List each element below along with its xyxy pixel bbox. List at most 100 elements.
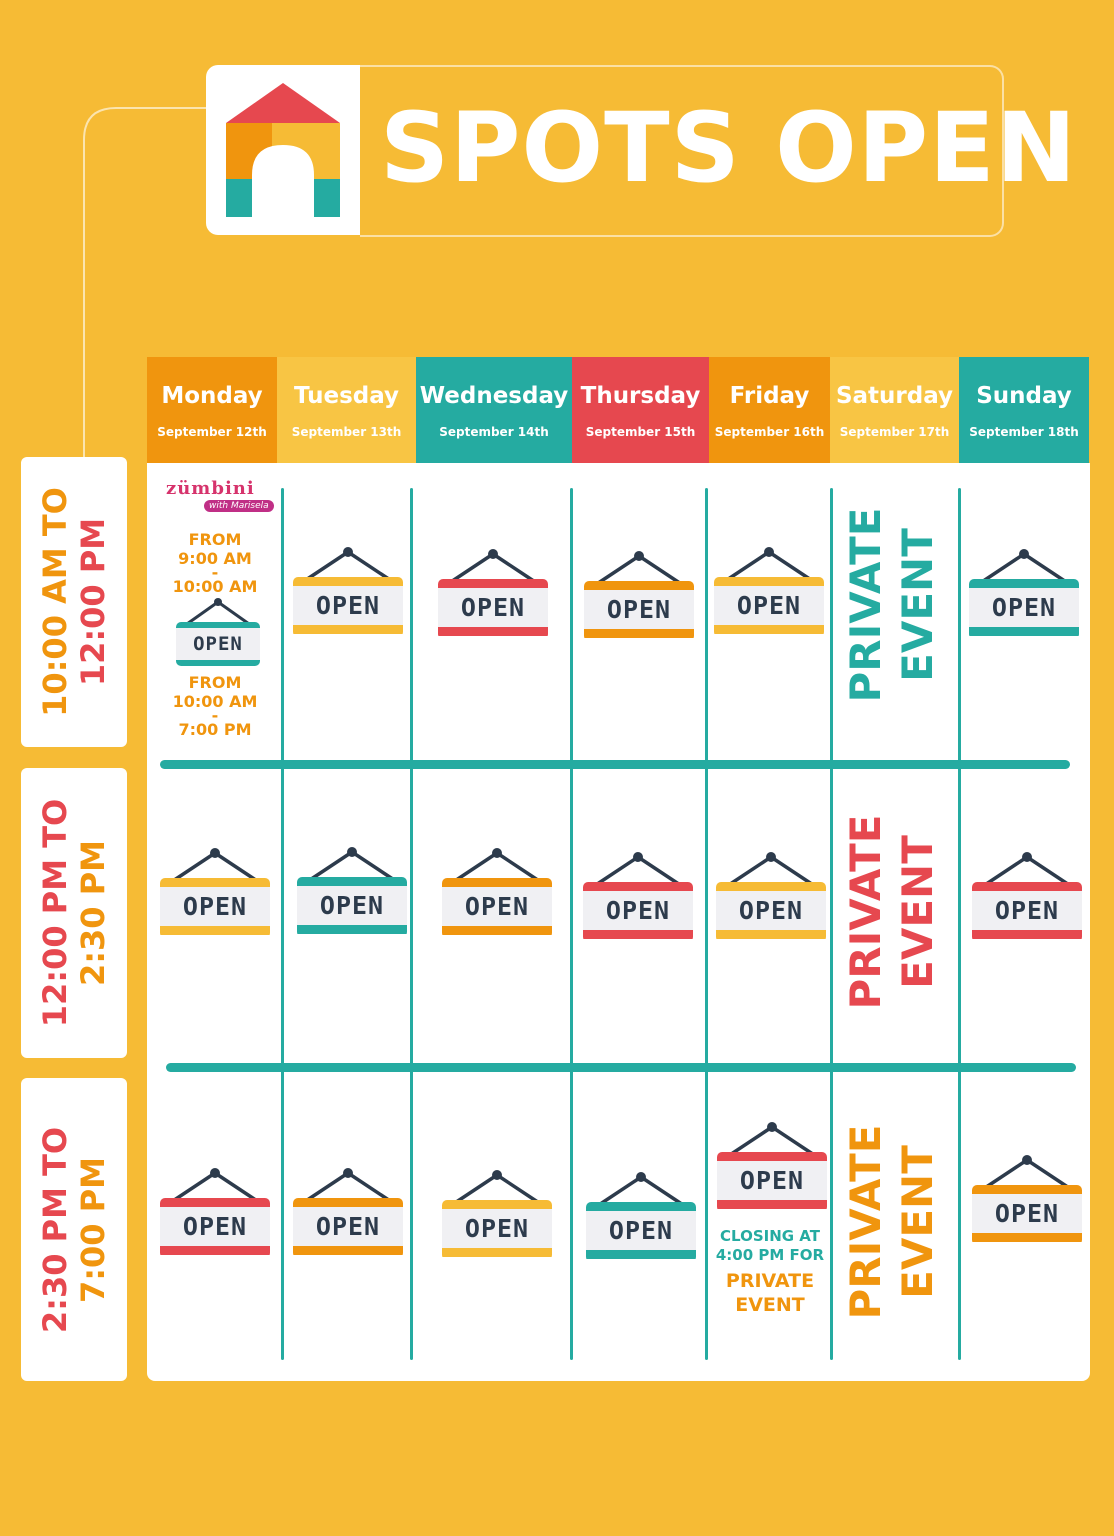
open-sign: OPEN: [969, 549, 1079, 645]
sign-hanger-icon: [172, 848, 258, 882]
sign-label: OPEN: [969, 588, 1079, 627]
monday-open-from: FROM: [188, 673, 242, 692]
day-header-monday: Monday September 12th: [147, 357, 277, 463]
house-logo: [206, 65, 360, 235]
monday-class-end: 10:00 AM: [172, 577, 258, 596]
open-sign: OPEN: [160, 1168, 270, 1264]
column-divider: [570, 488, 573, 1360]
monday-open-dash: -: [211, 706, 219, 725]
sign-hanger-icon: [981, 549, 1067, 583]
friday-closing-note: CLOSING AT 4:00 PM FOR PRIVATE EVENT: [704, 1227, 836, 1317]
sign-hanger-icon: [729, 1122, 815, 1156]
open-sign: OPEN: [714, 547, 824, 643]
saturday-private-event-2: PRIVATE EVENT: [841, 814, 942, 1010]
monday-open-end: 7:00 PM: [178, 720, 252, 739]
day-header-wednesday: Wednesday September 14th: [416, 357, 572, 463]
monday-class-time: FROM 9:00 AM - 10:00 AM: [150, 530, 280, 596]
open-sign: OPEN: [972, 1155, 1082, 1251]
zumbini-logo: zümbini with Marisela: [160, 478, 280, 524]
time-slot-2: 12:00 PM TO 2:30 PM: [21, 768, 127, 1058]
open-sign: OPEN: [717, 1122, 827, 1218]
sign-label: OPEN: [160, 887, 270, 926]
page-title: SPOTS OPEN: [380, 92, 1078, 204]
day-date: September 18th: [969, 425, 1079, 439]
sign-hanger-icon: [984, 852, 1070, 886]
monday-class-start: 9:00 AM: [178, 549, 252, 568]
day-name: Friday: [729, 383, 810, 409]
day-name: Sunday: [976, 383, 1072, 409]
sign-label: OPEN: [714, 586, 824, 625]
column-divider: [410, 488, 413, 1360]
sign-label: OPEN: [584, 590, 694, 629]
day-header-thursday: Thursday September 15th: [572, 357, 709, 463]
open-sign: OPEN: [584, 551, 694, 647]
time-slot-3: 2:30 PM TO 7:00 PM: [21, 1078, 127, 1381]
sign-label: OPEN: [293, 586, 403, 625]
sign-label: OPEN: [160, 1207, 270, 1246]
zumbini-tagline: with Marisela: [204, 500, 274, 512]
time-slot-2-end: 2:30 PM: [74, 839, 112, 987]
day-header-sunday: Sunday September 18th: [959, 357, 1089, 463]
day-date: September 17th: [839, 425, 950, 439]
sign-label: OPEN: [583, 891, 693, 930]
closing-note-line4: EVENT: [735, 1294, 805, 1316]
open-sign: OPEN: [972, 852, 1082, 948]
closing-note-line1: CLOSING AT: [720, 1227, 820, 1245]
monday-class-dash: -: [211, 563, 219, 582]
open-sign: OPEN: [442, 848, 552, 944]
sign-label: OPEN: [438, 588, 548, 627]
sign-label: OPEN: [442, 887, 552, 926]
sign-hanger-icon: [728, 852, 814, 886]
open-sign: OPEN: [293, 1168, 403, 1264]
sign-label: OPEN: [716, 891, 826, 930]
sign-label: OPEN: [293, 1207, 403, 1246]
open-sign: OPEN: [438, 549, 548, 645]
saturday-private-event-3: PRIVATE EVENT: [841, 1124, 942, 1320]
column-divider: [705, 488, 708, 1360]
sign-label: OPEN: [586, 1211, 696, 1250]
time-slot-1-end: 12:00 PM: [74, 517, 112, 687]
sign-label: OPEN: [442, 1209, 552, 1248]
sign-hanger-icon: [596, 551, 682, 585]
open-sign: OPEN: [160, 848, 270, 944]
time-slot-3-end: 7:00 PM: [74, 1156, 112, 1303]
monday-open-time: FROM 10:00 AM - 7:00 PM: [150, 673, 280, 739]
sign-hanger-icon: [185, 598, 251, 626]
open-sign: OPEN: [297, 847, 407, 943]
open-sign: OPEN: [293, 547, 403, 643]
day-header-tuesday: Tuesday September 13th: [277, 357, 416, 463]
open-sign: OPEN: [583, 852, 693, 948]
column-divider: [281, 488, 284, 1360]
day-date: September 12th: [157, 425, 267, 439]
monday-open-start: 10:00 AM: [172, 692, 258, 711]
day-header-saturday: Saturday September 17th: [830, 357, 959, 463]
open-sign: OPEN: [586, 1172, 696, 1268]
sign-hanger-icon: [309, 847, 395, 881]
row-divider: [160, 760, 1070, 769]
day-date: September 16th: [714, 425, 825, 439]
day-name: Monday: [161, 383, 263, 409]
zumbini-brand: zümbini: [166, 478, 255, 499]
sign-hanger-icon: [454, 848, 540, 882]
day-name: Wednesday: [419, 383, 569, 409]
sign-hanger-icon: [305, 1168, 391, 1202]
sign-hanger-icon: [598, 1172, 684, 1206]
day-date: September 13th: [291, 425, 402, 439]
column-divider: [830, 488, 833, 1360]
sign-hanger-icon: [305, 547, 391, 581]
day-name: Saturday: [835, 383, 954, 409]
header-frame: [360, 65, 1004, 237]
open-sign: OPEN: [442, 1170, 552, 1266]
column-divider: [958, 488, 961, 1360]
sign-hanger-icon: [454, 1170, 540, 1204]
monday-class-from: FROM: [188, 530, 242, 549]
sign-label: OPEN: [972, 891, 1082, 930]
sign-label: OPEN: [717, 1161, 827, 1200]
sign-label: OPEN: [297, 886, 407, 925]
day-date: September 15th: [585, 425, 696, 439]
sign-hanger-icon: [172, 1168, 258, 1202]
day-date: September 14th: [439, 425, 549, 439]
sign-hanger-icon: [726, 547, 812, 581]
open-sign: OPEN: [176, 598, 260, 670]
sign-hanger-icon: [450, 549, 536, 583]
